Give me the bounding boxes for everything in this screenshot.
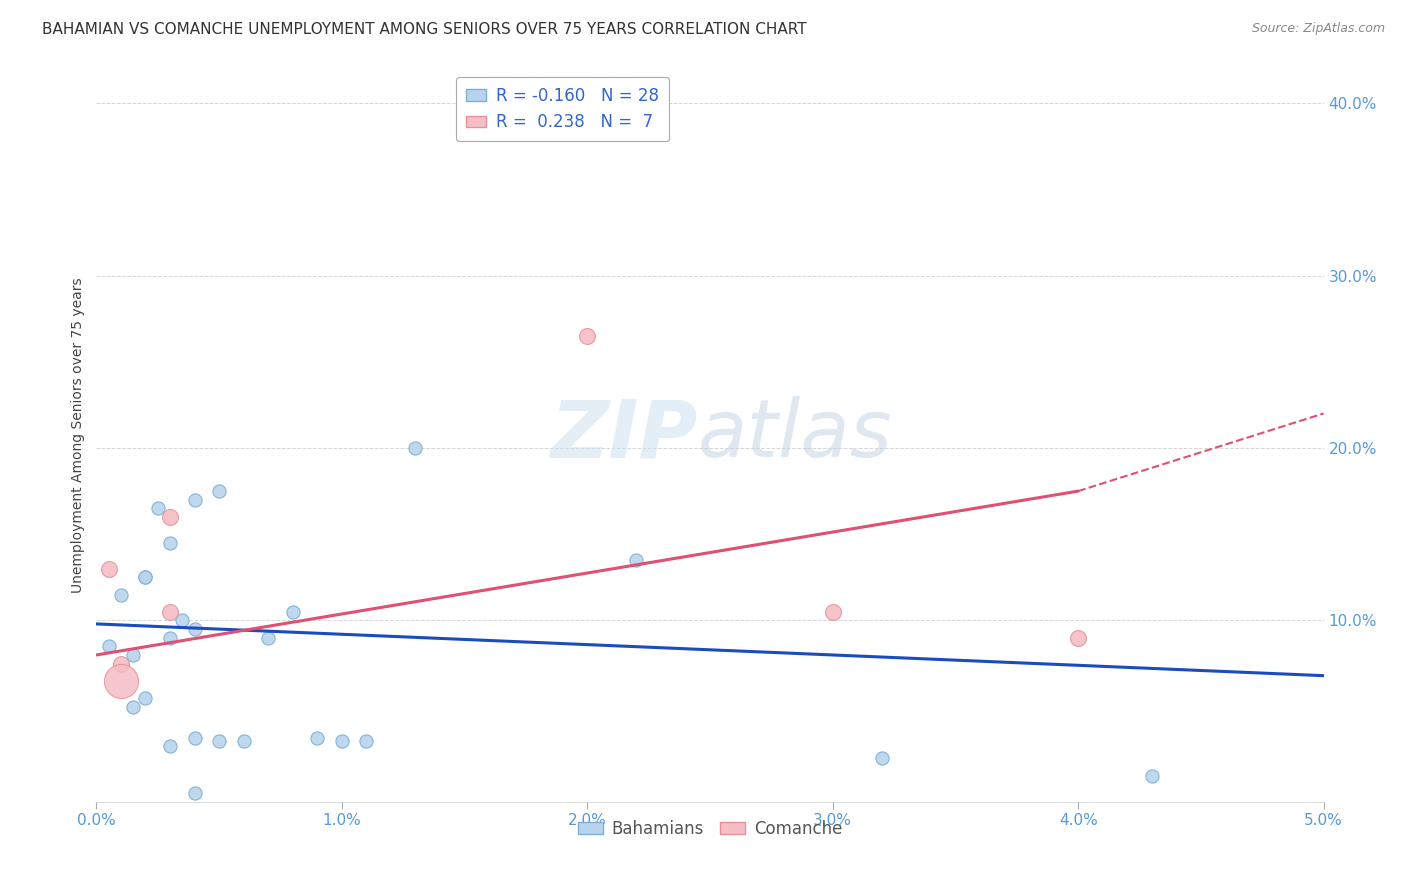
Legend: Bahamians, Comanche: Bahamians, Comanche	[571, 814, 849, 845]
Point	[183, 786, 205, 800]
Text: BAHAMIAN VS COMANCHE UNEMPLOYMENT AMONG SENIORS OVER 75 YEARS CORRELATION CHART: BAHAMIAN VS COMANCHE UNEMPLOYMENT AMONG …	[42, 22, 807, 37]
Point	[307, 731, 329, 745]
Point	[146, 501, 169, 516]
Text: Source: ZipAtlas.com: Source: ZipAtlas.com	[1251, 22, 1385, 36]
Point	[257, 631, 280, 645]
Point	[122, 699, 145, 714]
Point	[110, 673, 132, 688]
Point	[1140, 769, 1163, 783]
Point	[134, 691, 156, 706]
Point	[208, 484, 231, 499]
Point	[356, 734, 378, 748]
Point	[626, 553, 648, 567]
Point	[576, 329, 599, 343]
Point	[183, 622, 205, 636]
Point	[110, 657, 132, 671]
Y-axis label: Unemployment Among Seniors over 75 years: Unemployment Among Seniors over 75 years	[72, 277, 86, 593]
Point	[159, 510, 181, 524]
Point	[122, 648, 145, 662]
Point	[330, 734, 353, 748]
Text: atlas: atlas	[697, 396, 893, 474]
Point	[159, 631, 181, 645]
Point	[134, 570, 156, 584]
Point	[1067, 631, 1090, 645]
Point	[97, 562, 120, 576]
Point	[404, 441, 426, 455]
Point	[821, 605, 844, 619]
Point	[232, 734, 254, 748]
Text: ZIP: ZIP	[550, 396, 697, 474]
Point	[159, 739, 181, 754]
Point	[97, 640, 120, 654]
Point	[159, 536, 181, 550]
Point	[281, 605, 304, 619]
Point	[110, 588, 132, 602]
Point	[183, 492, 205, 507]
Point	[208, 734, 231, 748]
Point	[870, 751, 893, 765]
Point	[183, 731, 205, 745]
Point	[134, 570, 156, 584]
Point	[172, 614, 194, 628]
Point	[159, 605, 181, 619]
